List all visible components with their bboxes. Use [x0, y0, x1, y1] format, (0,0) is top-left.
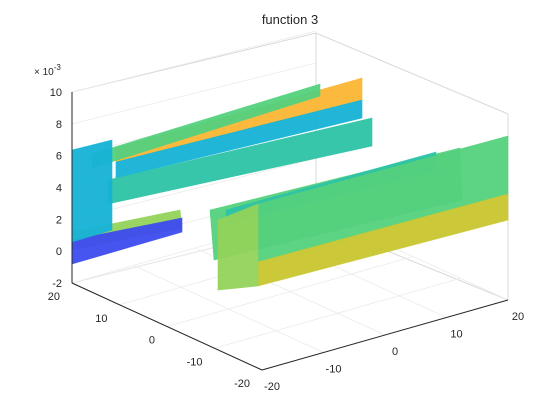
x-tick-label: -20 [264, 381, 280, 393]
surface-sheet [217, 203, 259, 291]
z-exponent-label: × 10-3 [34, 63, 61, 78]
y-tick-label: 20 [48, 291, 60, 303]
y-axis-line [71, 282, 263, 371]
x-tick-labels: -20 -10 0 10 20 [264, 311, 524, 393]
x-tick-label: 0 [392, 346, 398, 358]
x-axis-line [261, 299, 509, 371]
surface-sheet [115, 99, 363, 179]
y-tick-label: 0 [149, 335, 155, 347]
y-tick-label: -20 [234, 378, 250, 390]
surface-sheet [71, 139, 113, 243]
z-tick-label: -2 [52, 278, 62, 290]
surface-sheets [71, 77, 509, 291]
z-tick-label: 2 [56, 214, 62, 226]
z-grid-line [71, 62, 317, 125]
x-tick-label: 20 [512, 311, 524, 323]
z-tick-labels: -2 0 2 4 6 8 10 [50, 87, 62, 290]
front-axes [71, 92, 509, 371]
x-grid-line [133, 265, 324, 353]
y-tick-label: 10 [95, 313, 107, 325]
z-exponent-power: -3 [54, 63, 62, 72]
z-grid-line [71, 30, 317, 93]
x-tick-label: -10 [326, 364, 342, 376]
z-tick-label: 10 [50, 87, 62, 99]
z-tick-label: 6 [56, 151, 62, 163]
x-tick-label: 10 [450, 329, 462, 341]
z-tick-label: 4 [56, 183, 62, 195]
y-tick-label: -10 [187, 356, 203, 368]
z-exponent-times: × 10 [34, 67, 54, 78]
y-tick-labels: 20 10 0 -10 -20 [48, 291, 250, 390]
z-tick-label: 8 [56, 119, 62, 131]
z-grid-line [71, 157, 317, 220]
z-tick-label: 0 [56, 246, 62, 258]
chart-title: function 3 [262, 12, 318, 27]
